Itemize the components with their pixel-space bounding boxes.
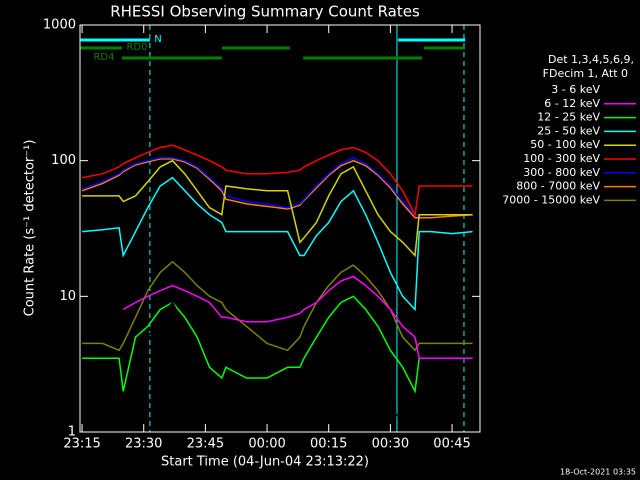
- plot-area: N RD0 RD4: [80, 25, 473, 433]
- legend-label: 25 - 50 keV: [537, 124, 600, 137]
- flag-label: RD0: [126, 42, 147, 53]
- x-tick-label: 23:30: [125, 437, 162, 452]
- legend-label: 7000 - 15000 keV: [502, 193, 600, 206]
- legend-label: 6 - 12 keV: [544, 97, 600, 110]
- legend-label: 3 - 6 keV: [551, 83, 600, 96]
- legend-label: 12 - 25 keV: [537, 111, 600, 124]
- series-line: [82, 260, 473, 352]
- x-tick-label: 00:45: [433, 437, 470, 452]
- series-line: [82, 295, 473, 394]
- series-line: [82, 176, 473, 312]
- series-line: [81, 144, 473, 218]
- y-axis-label: Count Rate (s⁻¹ detector⁻¹): [23, 140, 38, 317]
- y-tick-label: 1: [68, 425, 76, 440]
- y-tick-label: 100: [51, 153, 76, 168]
- plot-frame: [79, 24, 481, 433]
- x-tick-label: 23:15: [63, 437, 100, 452]
- chart-title: RHESSI Observing Summary Count Rates: [110, 3, 420, 21]
- y-tick-label: 10: [59, 289, 76, 304]
- legend-label: 300 - 800 keV: [523, 166, 600, 179]
- x-tick-label: 23:45: [187, 437, 224, 452]
- x-tick-label: 00:00: [248, 437, 285, 452]
- x-tick-label: 00:30: [372, 437, 409, 452]
- flag-label: RD4: [93, 52, 114, 63]
- x-tick-label: 00:15: [310, 437, 347, 452]
- series-line: [81, 158, 473, 219]
- series-line: [82, 159, 473, 258]
- x-axis-label: Start Time (04-Jun-04 23:13:22): [161, 455, 369, 470]
- info-text: Det 1,3,4,5,6,9,: [548, 53, 634, 66]
- info-text: FDecim 1, Att 0: [543, 67, 628, 80]
- legend-label: 800 - 7000 keV: [516, 180, 600, 193]
- footer: 18-Oct-2021 03:35: [560, 468, 636, 477]
- legend-label: 50 - 100 keV: [530, 138, 600, 151]
- legend-label: 100 - 300 keV: [523, 152, 600, 165]
- series-line: [134, 301, 416, 433]
- y-tick-label: 1000: [43, 18, 76, 33]
- series-line: [81, 156, 473, 216]
- flag-label: N: [154, 34, 161, 45]
- series-line: [122, 275, 473, 359]
